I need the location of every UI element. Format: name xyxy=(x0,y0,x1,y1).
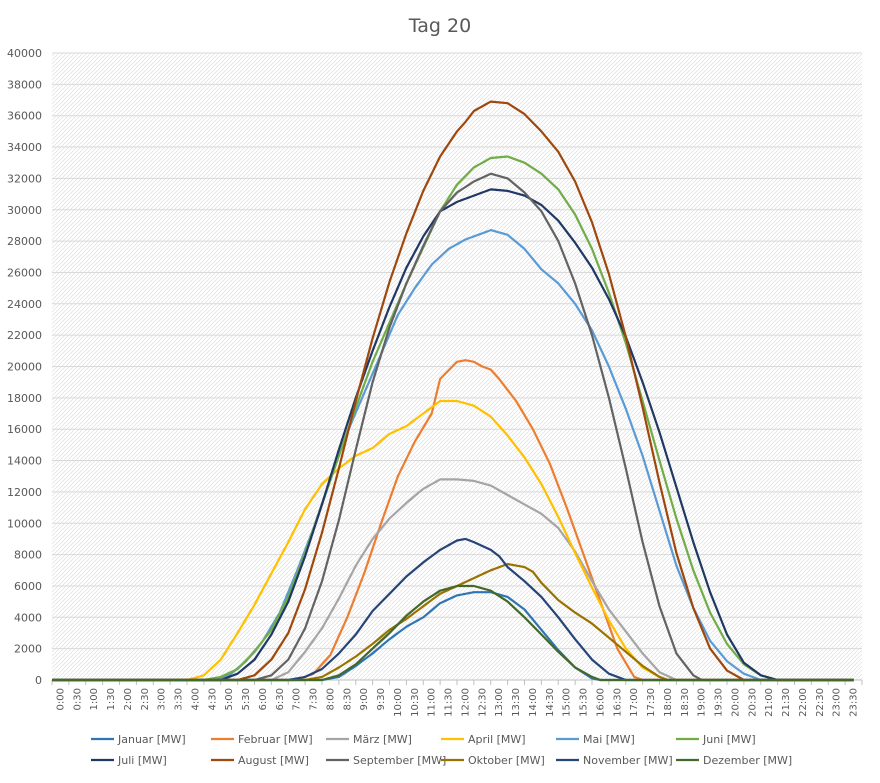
x-tick-label: 11:30 xyxy=(444,688,455,717)
x-tick-label: 22:30 xyxy=(815,688,826,717)
x-tick-label: 16:30 xyxy=(612,688,623,717)
x-tick-label: 11:00 xyxy=(427,688,438,717)
legend-label: Januar [MW] xyxy=(117,733,186,746)
x-tick-label: 23:30 xyxy=(849,688,860,717)
series-lines xyxy=(52,100,854,682)
x-tick-label: 7:00 xyxy=(292,688,303,710)
y-tick-label: 34000 xyxy=(7,141,42,154)
y-tick-label: 8000 xyxy=(14,549,42,562)
x-axis: 0:00 0:30 1:00 1:30 2:00 2:30 3:00 3:30 4:00 4:30… xyxy=(51,679,863,717)
legend-label: September [MW] xyxy=(353,754,446,767)
x-tick-label: 9:00 xyxy=(359,688,370,710)
y-tick-label: 32000 xyxy=(7,172,42,185)
x-tick-label: 1:00 xyxy=(89,688,100,710)
x-tick-label: 3:00 xyxy=(157,688,168,710)
x-tick-label: 22:00 xyxy=(798,688,809,717)
x-tick-label: 17:30 xyxy=(646,688,657,717)
x-tick-label: 12:00 xyxy=(460,688,471,717)
y-tick-label: 6000 xyxy=(14,580,42,593)
series-line-4 xyxy=(52,399,854,682)
x-tick-label: 8:30 xyxy=(342,688,353,710)
series-line-3 xyxy=(52,478,854,682)
x-tick-label: 18:30 xyxy=(680,688,691,717)
y-tick-label: 4000 xyxy=(14,611,42,624)
legend-label: Februar [MW] xyxy=(238,733,313,746)
y-tick-label: 28000 xyxy=(7,235,42,248)
x-tick-label: 5:00 xyxy=(224,688,235,710)
legend-label: April [MW] xyxy=(468,733,526,746)
series-line-11 xyxy=(52,537,854,682)
y-tick-label: 0 xyxy=(35,674,42,687)
series-line-6 xyxy=(52,155,854,682)
x-tick-label: 0:00 xyxy=(55,688,66,710)
x-tick-label: 3:30 xyxy=(174,688,185,710)
series-line-10 xyxy=(52,562,854,682)
y-tick-label: 16000 xyxy=(7,423,42,436)
y-axis: 0 2000 4000 6000 8000 10000 12000 14000 16000 180… xyxy=(7,47,42,687)
y-tick-label: 38000 xyxy=(7,78,42,91)
legend-label: August [MW] xyxy=(238,754,309,767)
x-tick-label: 10:00 xyxy=(393,688,404,717)
x-tick-label: 2:30 xyxy=(140,688,151,710)
y-tick-label: 2000 xyxy=(14,643,42,656)
y-tick-label: 20000 xyxy=(7,361,42,374)
x-tick-label: 21:30 xyxy=(781,688,792,717)
x-tick-label: 16:00 xyxy=(595,688,606,717)
x-tick-label: 7:30 xyxy=(309,688,320,710)
x-tick-label: 10:30 xyxy=(410,688,421,717)
y-tick-label: 12000 xyxy=(7,486,42,499)
chart-title: Tag 20 xyxy=(408,15,471,37)
x-tick-label: 4:00 xyxy=(190,688,201,710)
legend-label: März [MW] xyxy=(353,733,412,746)
x-tick-label: 4:30 xyxy=(207,688,218,710)
x-tick-label: 14:00 xyxy=(528,688,539,717)
x-tick-label: 9:30 xyxy=(376,688,387,710)
x-tick-label: 6:00 xyxy=(258,688,269,710)
x-tick-label: 20:00 xyxy=(730,688,741,717)
series-line-12 xyxy=(52,584,854,682)
series-line-7 xyxy=(52,188,854,682)
y-tick-label: 26000 xyxy=(7,266,42,279)
y-tick-label: 14000 xyxy=(7,455,42,468)
x-tick-label: 19:00 xyxy=(697,688,708,717)
y-tick-label: 22000 xyxy=(7,329,42,342)
legend: Januar [MW] Februar [MW] März [MW] April [M… xyxy=(91,733,792,767)
x-tick-label: 2:00 xyxy=(123,688,134,710)
x-tick-label: 19:30 xyxy=(714,688,725,717)
x-tick-label: 20:30 xyxy=(747,688,758,717)
x-tick-label: 18:00 xyxy=(663,688,674,717)
series-line-5 xyxy=(52,229,854,682)
x-tick-label: 0:30 xyxy=(72,688,83,710)
x-tick-label: 15:00 xyxy=(562,688,573,717)
legend-label: November [MW] xyxy=(583,754,673,767)
y-tick-label: 30000 xyxy=(7,204,42,217)
x-tick-label: 8:00 xyxy=(325,688,336,710)
x-tick-label: 13:00 xyxy=(494,688,505,717)
x-tick-label: 17:00 xyxy=(629,688,640,717)
series-line-8 xyxy=(52,100,854,682)
y-tick-label: 36000 xyxy=(7,110,42,123)
x-tick-label: 23:00 xyxy=(832,688,843,717)
x-tick-label: 6:30 xyxy=(275,688,286,710)
x-tick-label: 14:30 xyxy=(545,688,556,717)
y-tick-label: 10000 xyxy=(7,517,42,530)
gridlines xyxy=(52,52,862,681)
legend-label: Juni [MW] xyxy=(702,733,756,746)
legend-label: Oktober [MW] xyxy=(468,754,545,767)
x-tick-label: 13:30 xyxy=(511,688,522,717)
x-tick-label: 15:30 xyxy=(579,688,590,717)
y-tick-label: 18000 xyxy=(7,392,42,405)
x-tick-label: 5:30 xyxy=(241,688,252,710)
y-tick-label: 24000 xyxy=(7,298,42,311)
series-line-9 xyxy=(52,172,854,682)
legend-label: Juli [MW] xyxy=(117,754,167,767)
legend-label: Mai [MW] xyxy=(583,733,635,746)
x-tick-label: 21:00 xyxy=(764,688,775,717)
x-tick-label: 12:30 xyxy=(477,688,488,717)
x-tick-label: 1:30 xyxy=(106,688,117,710)
y-tick-label: 40000 xyxy=(7,47,42,60)
legend-label: Dezember [MW] xyxy=(703,754,792,767)
